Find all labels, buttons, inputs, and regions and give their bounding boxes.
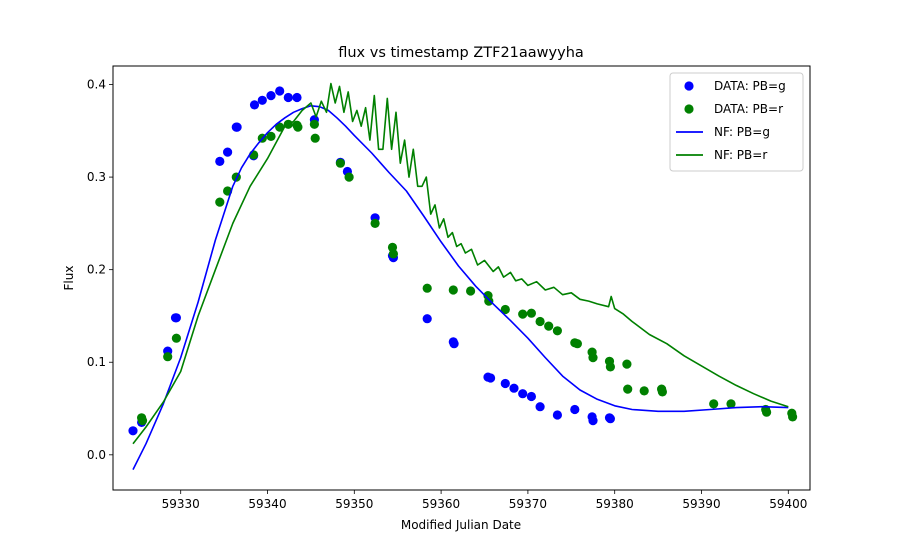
data-point-data-pb-g-8: [232, 122, 242, 132]
data-point-data-pb-r-4: [215, 197, 225, 207]
y-tick-label-2: 0.2: [87, 263, 106, 277]
data-point-data-pb-g-15: [292, 92, 302, 103]
data-point-data-pb-r-46: [762, 407, 772, 417]
data-point-data-pb-g-28: [509, 383, 519, 393]
data-point-data-pb-g-6: [223, 147, 233, 157]
data-point-data-pb-r-42: [657, 387, 668, 397]
data-point-data-pb-g-26: [486, 373, 496, 383]
data-point-data-pb-r-13: [293, 122, 303, 132]
data-point-data-pb-r-37: [605, 362, 616, 372]
x-tick-label-5: 59380: [596, 497, 634, 511]
data-point-data-pb-g-14: [283, 92, 293, 103]
data-point-data-pb-r-9: [266, 131, 276, 141]
data-point-data-pb-r-44: [726, 399, 736, 409]
data-point-data-pb-g-9: [249, 100, 260, 110]
data-point-data-pb-g-32: [552, 410, 563, 420]
plot-area-frame: [112, 65, 811, 491]
y-tick-label-3: 0.3: [87, 170, 106, 184]
plot-marks: [128, 82, 798, 470]
y-tick-label-4: 0.4: [87, 78, 106, 92]
data-point-data-pb-r-28: [526, 308, 537, 318]
x-tick-label-0: 59330: [162, 497, 200, 511]
data-point-data-pb-g-5: [215, 156, 225, 166]
data-point-data-pb-r-21: [422, 283, 432, 293]
data-point-data-pb-r-26: [500, 304, 510, 315]
data-point-data-pb-r-33: [572, 339, 583, 349]
data-point-data-pb-g-24: [449, 339, 459, 349]
data-point-data-pb-r-48: [788, 412, 798, 422]
data-point-data-pb-r-1: [137, 416, 148, 426]
chart-title: flux vs timestamp ZTF21aawyyha: [338, 45, 584, 61]
data-point-data-pb-r-18: [370, 218, 380, 228]
data-point-data-pb-g-0: [128, 426, 138, 436]
y-axis: 0.0 0.1 0.2 0.3 0.4: [87, 78, 113, 462]
data-point-data-pb-r-10: [275, 122, 285, 132]
data-point-data-pb-r-40: [639, 386, 649, 396]
series-line-nf-pb-r: [132, 82, 789, 445]
data-point-data-pb-g-35: [588, 416, 598, 426]
x-tick-label-3: 59360: [422, 497, 460, 511]
data-point-data-pb-r-25: [484, 296, 494, 306]
y-tick-label-1: 0.1: [87, 355, 106, 369]
x-tick-label-1: 59340: [248, 497, 286, 511]
data-point-data-pb-r-30: [544, 321, 554, 331]
data-point-data-pb-g-27: [500, 378, 510, 389]
legend-label-data-pb-r: DATA: PB=r: [714, 102, 783, 116]
legend: DATA: PB=g DATA: PB=r NF: PB=g NF: PB=r: [669, 72, 804, 172]
data-point-data-pb-g-30: [526, 391, 537, 402]
data-point-data-pb-r-39: [623, 384, 633, 394]
data-point-data-pb-g-11: [257, 95, 267, 105]
data-point-data-pb-r-14: [309, 119, 319, 129]
legend-label-data-pb-g: DATA: PB=g: [714, 79, 786, 93]
data-point-data-pb-r-17: [344, 172, 354, 182]
series-line-nf-pb-g: [132, 105, 789, 470]
x-axis: 59330 59340 59350 59360 59370 59380 59390 59400: [162, 490, 807, 511]
data-point-data-pb-r-3: [171, 333, 181, 343]
data-point-data-pb-g-29: [518, 389, 528, 399]
x-tick-label-7: 59400: [769, 497, 807, 511]
x-tick-label-4: 59370: [509, 497, 547, 511]
plot-series: [128, 82, 798, 470]
data-point-data-pb-g-37: [605, 414, 616, 424]
legend-label-nf-pb-g: NF: PB=g: [714, 125, 770, 139]
y-tick-label-0: 0.0: [87, 448, 106, 462]
data-point-data-pb-r-15: [310, 133, 320, 143]
legend-marker-data-pb-r: [684, 104, 694, 114]
data-point-data-pb-g-4: [171, 313, 181, 323]
data-point-data-pb-r-38: [622, 359, 632, 369]
data-point-data-pb-r-43: [709, 399, 719, 409]
data-point-data-pb-r-31: [552, 326, 563, 336]
data-point-data-pb-r-22: [448, 285, 458, 295]
x-axis-label: Modified Julian Date: [401, 518, 521, 532]
legend-frame: [669, 72, 804, 172]
data-point-data-pb-r-16: [335, 158, 345, 168]
data-point-data-pb-g-22: [422, 314, 432, 324]
x-tick-label-2: 59350: [335, 497, 373, 511]
data-point-data-pb-r-20: [388, 249, 398, 259]
data-point-data-pb-r-23: [466, 286, 476, 296]
legend-marker-data-pb-g: [684, 81, 694, 91]
data-point-data-pb-g-31: [535, 402, 545, 412]
y-axis-label: Flux: [62, 266, 76, 291]
x-tick-label-6: 59390: [682, 497, 720, 511]
data-point-data-pb-g-12: [266, 91, 276, 101]
legend-label-nf-pb-r: NF: PB=r: [714, 148, 767, 162]
data-point-data-pb-g-13: [275, 86, 285, 96]
data-point-data-pb-r-29: [535, 316, 545, 327]
data-point-data-pb-g-33: [570, 404, 580, 415]
data-point-data-pb-r-27: [518, 309, 528, 319]
data-point-data-pb-r-2: [163, 352, 173, 362]
data-point-data-pb-r-35: [588, 353, 598, 363]
